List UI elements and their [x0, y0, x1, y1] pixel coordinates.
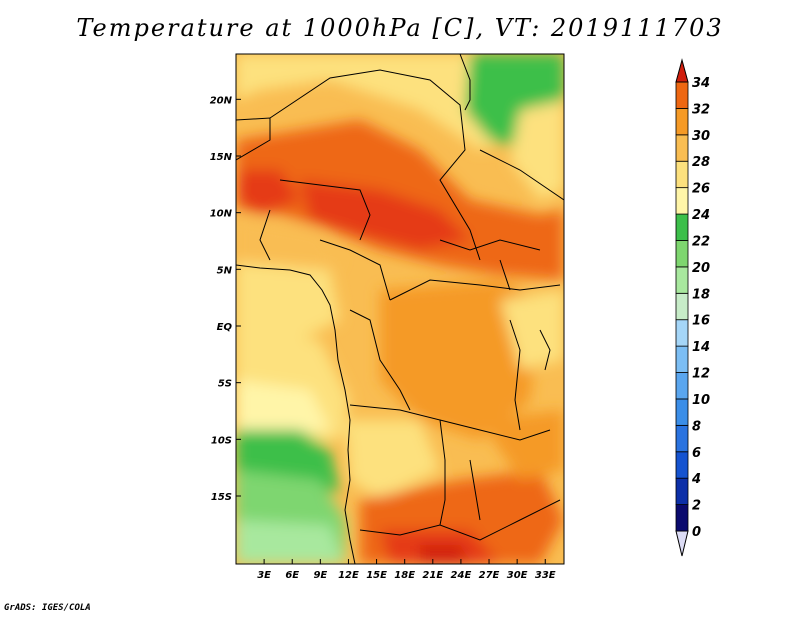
colorbar-bin: [675, 424, 689, 453]
lon-tick-label: 15E: [366, 570, 387, 581]
latitude-axis: 20N 15N 10N 5N EQ 5S 10S 15S: [210, 95, 241, 503]
colorbar-under-triangle: [675, 530, 689, 557]
colorbar-label: 8: [692, 419, 701, 434]
lat-tick-label: EQ: [217, 322, 233, 333]
colorbar-label: 16: [692, 314, 710, 329]
colorbar-bin: [675, 504, 689, 532]
colorbar-bin: [675, 292, 689, 321]
lat-tick-label: 20N: [210, 95, 233, 106]
lat-tick-label: 10N: [210, 209, 233, 220]
colorbar-bin: [675, 451, 689, 479]
colorbar-label: 14: [692, 340, 710, 355]
credit-text: GrADS: IGES/COLA: [4, 603, 91, 613]
colorbar-label: 18: [692, 287, 710, 302]
lon-tick-label: 12E: [338, 570, 359, 581]
lat-tick-label: 15N: [210, 152, 233, 163]
lon-tick-label: 33E: [535, 570, 556, 581]
longitude-axis: 3E 6E 9E 12E 15E 18E 21E 24E 27E 30E 33E: [257, 559, 556, 581]
colorbar-label: 4: [691, 472, 701, 487]
lon-tick-label: 9E: [313, 570, 327, 581]
temperature-field: [236, 54, 564, 564]
colorbar-bin: [675, 81, 689, 109]
lon-tick-label: 3E: [257, 570, 271, 581]
colorbar-bin: [675, 372, 689, 400]
colorbar-label: 6: [692, 446, 701, 461]
colorbar-bin: [675, 160, 689, 189]
lat-tick-label: 15S: [211, 492, 232, 503]
colorbar-bin: [675, 319, 689, 347]
colorbar-bin: [675, 240, 689, 268]
lat-tick-label: 5N: [217, 265, 233, 276]
colorbar-label: 10: [692, 393, 710, 408]
lon-tick-label: 27E: [479, 570, 500, 581]
colorbar-label: 24: [692, 208, 710, 223]
colorbar-bin: [675, 398, 689, 426]
map-frame: [235, 53, 565, 565]
colorbar-label: 28: [692, 155, 710, 170]
colorbar-label: 2: [692, 499, 701, 514]
lon-tick-label: 30E: [507, 570, 528, 581]
colorbar-bin: [675, 345, 689, 373]
country-borders: [236, 54, 564, 564]
colorbar-bin: [675, 266, 689, 294]
colorbar-label: 34: [692, 76, 710, 91]
colorbar-bin: [675, 187, 689, 215]
lat-tick-label: 10S: [211, 435, 232, 446]
colorbar-bin: [675, 134, 689, 162]
colorbar-label: 20: [692, 261, 710, 276]
colorbar-bin: [675, 477, 689, 505]
lon-tick-label: 24E: [451, 570, 472, 581]
colorbar-label: 12: [692, 367, 710, 382]
lon-tick-label: 6E: [285, 570, 299, 581]
chart-title: Temperature at 1000hPa [C], VT: 20191117…: [76, 14, 724, 42]
colorbar-bin: [675, 108, 689, 136]
colorbar-label: 22: [692, 234, 710, 249]
lon-tick-label: 18E: [394, 570, 415, 581]
colorbar-label: 26: [692, 182, 710, 197]
colorbar-label: 30: [692, 129, 710, 144]
colorbar-label: 0: [692, 525, 701, 540]
lat-tick-label: 5S: [218, 379, 232, 390]
colorbar-over-triangle: [675, 58, 689, 83]
colorbar-label: 32: [692, 102, 710, 117]
colorbar-bin: [675, 213, 689, 241]
lon-tick-label: 21E: [422, 570, 443, 581]
